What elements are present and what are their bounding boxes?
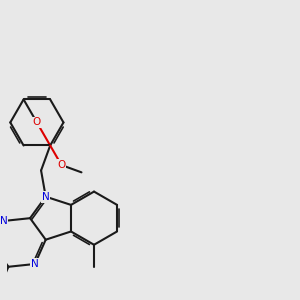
- Text: N: N: [42, 192, 50, 202]
- Text: O: O: [33, 118, 41, 128]
- Text: N: N: [0, 216, 8, 226]
- Text: O: O: [57, 160, 66, 170]
- Text: N: N: [31, 259, 39, 269]
